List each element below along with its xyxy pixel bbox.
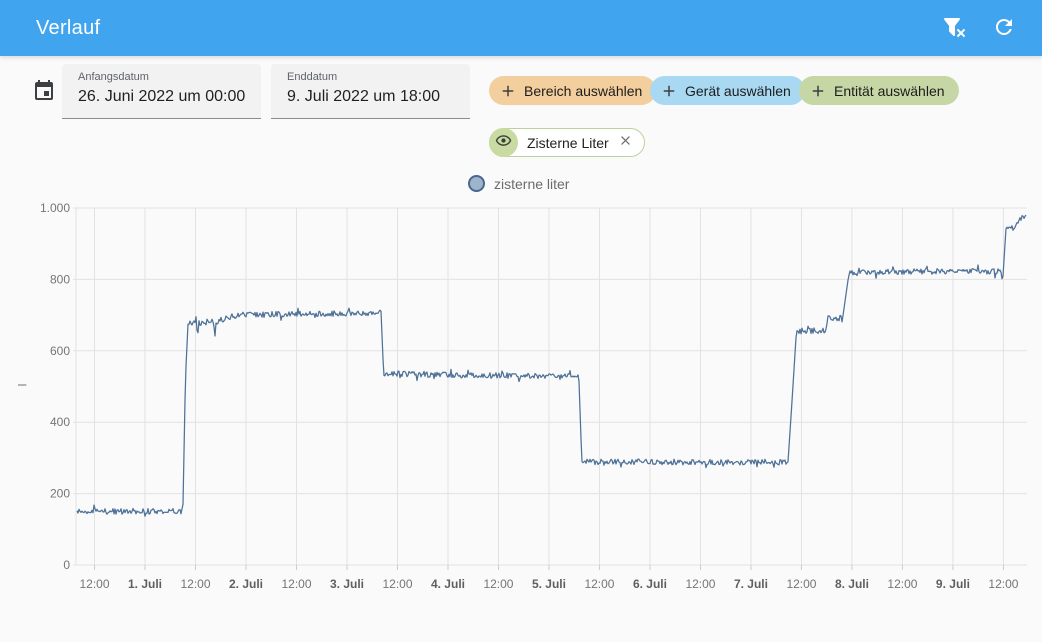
x-tick-label: 12:00 bbox=[887, 577, 917, 591]
selected-entity-label: Zisterne Liter bbox=[527, 134, 609, 151]
x-tick-label: 8. Juli bbox=[835, 577, 869, 591]
close-icon bbox=[618, 133, 633, 153]
x-tick-label: 12:00 bbox=[79, 577, 109, 591]
x-tick-label: 12:00 bbox=[483, 577, 513, 591]
history-line-chart[interactable]: 0 200 400 600 800 1.000 12:00 1. Juli 12:00 2. Ju… bbox=[0, 195, 1042, 615]
x-tick-label: 12:00 bbox=[685, 577, 715, 591]
x-tick-label: 12:00 bbox=[786, 577, 816, 591]
filter-remove-icon bbox=[942, 15, 966, 42]
chart-series bbox=[76, 214, 1027, 517]
plus-icon bbox=[809, 82, 827, 100]
y-axis-unit-label: – bbox=[18, 376, 27, 393]
y-tick-label: 0 bbox=[63, 558, 70, 572]
start-date-value: 26. Juni 2022 um 00:00 bbox=[78, 88, 246, 105]
calendar-icon bbox=[32, 79, 56, 103]
app-bar-actions bbox=[942, 0, 1016, 56]
series-line-zisterne-liter bbox=[76, 214, 1027, 517]
x-tick-label: 2. Juli bbox=[229, 577, 263, 591]
chart-tick-labels: 0 200 400 600 800 1.000 12:00 1. Juli 12:00 2. Ju… bbox=[40, 201, 1019, 591]
x-tick-label: 9. Juli bbox=[936, 577, 970, 591]
x-tick-label: 6. Juli bbox=[633, 577, 667, 591]
x-tick-label: 5. Juli bbox=[532, 577, 566, 591]
page-title: Verlauf bbox=[36, 16, 101, 39]
eye-icon bbox=[495, 132, 512, 154]
start-date-label: Anfangsdatum bbox=[78, 71, 149, 83]
y-tick-label: 600 bbox=[50, 344, 70, 358]
legend-marker bbox=[468, 175, 485, 192]
selected-entity-chip: Zisterne Liter bbox=[489, 128, 645, 157]
y-tick-label: 200 bbox=[50, 487, 70, 501]
add-entity-chip[interactable]: Entität auswählen bbox=[799, 76, 959, 105]
y-tick-label: 1.000 bbox=[40, 201, 70, 215]
x-tick-label: 4. Juli bbox=[431, 577, 465, 591]
refresh-button[interactable] bbox=[992, 16, 1016, 40]
x-tick-label: 3. Juli bbox=[330, 577, 364, 591]
filter-remove-button[interactable] bbox=[942, 16, 966, 40]
refresh-icon bbox=[992, 15, 1016, 42]
y-tick-label: 400 bbox=[50, 415, 70, 429]
remove-entity-button[interactable] bbox=[618, 135, 634, 151]
x-tick-label: 12:00 bbox=[584, 577, 614, 591]
x-tick-label: 12:00 bbox=[180, 577, 210, 591]
add-device-chip-label: Gerät auswählen bbox=[685, 82, 791, 99]
chart-legend: zisterne liter bbox=[468, 175, 569, 192]
x-tick-label: 12:00 bbox=[382, 577, 412, 591]
end-date-field[interactable]: Enddatum 9. Juli 2022 um 18:00 bbox=[271, 64, 470, 119]
end-date-label: Enddatum bbox=[287, 71, 338, 83]
chart-gridlines bbox=[73, 207, 1027, 570]
x-tick-label: 12:00 bbox=[281, 577, 311, 591]
add-entity-chip-label: Entität auswählen bbox=[834, 82, 945, 99]
start-date-field[interactable]: Anfangsdatum 26. Juni 2022 um 00:00 bbox=[62, 64, 261, 119]
toggle-visibility-button[interactable] bbox=[489, 128, 518, 157]
plus-icon bbox=[660, 82, 678, 100]
end-date-value: 9. Juli 2022 um 18:00 bbox=[287, 88, 440, 105]
app-bar: Verlauf bbox=[0, 0, 1042, 56]
x-tick-label: 12:00 bbox=[988, 577, 1018, 591]
y-tick-label: 800 bbox=[50, 272, 70, 286]
legend-label: zisterne liter bbox=[494, 175, 570, 192]
add-device-chip[interactable]: Gerät auswählen bbox=[650, 76, 805, 105]
plus-icon bbox=[499, 82, 517, 100]
x-tick-label: 1. Juli bbox=[128, 577, 162, 591]
x-tick-label: 7. Juli bbox=[734, 577, 768, 591]
add-area-chip[interactable]: Bereich auswählen bbox=[489, 76, 657, 105]
add-area-chip-label: Bereich auswählen bbox=[524, 82, 643, 99]
